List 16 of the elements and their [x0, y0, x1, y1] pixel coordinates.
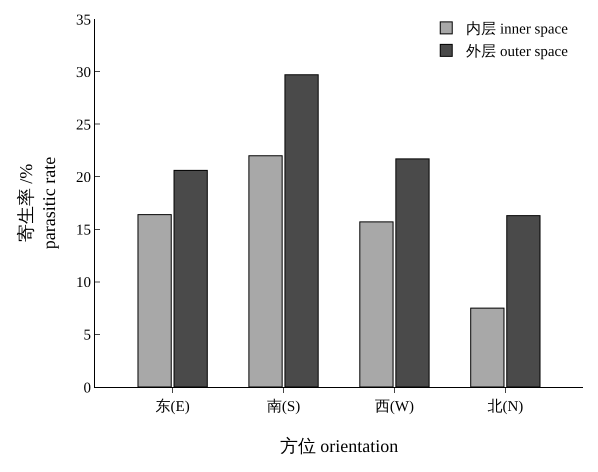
x-tick-label: 北(N): [487, 398, 524, 415]
y-tick-label: 10: [76, 275, 91, 292]
x-tick-label: 西(W): [374, 399, 414, 415]
y-tick-label: 5: [84, 328, 91, 344]
legend-label: 外层 outer space: [466, 44, 568, 60]
legend-label: 内层 inner space: [466, 20, 568, 38]
y-tick-label: 25: [76, 117, 91, 134]
x-axis-title: 方位 orientation: [280, 436, 398, 456]
y-tick-label: 30: [76, 64, 91, 81]
y-tick-label: 15: [76, 222, 91, 239]
y-tick-label: 20: [76, 170, 91, 186]
x-tick-label: 东(E): [156, 398, 190, 415]
y-axis-title: 寄生率 /% parasitic rate: [16, 156, 60, 250]
y-tick-label: 35: [76, 12, 91, 28]
y-tick-label: 0: [84, 380, 91, 396]
x-tick-label: 南(S): [266, 398, 300, 415]
